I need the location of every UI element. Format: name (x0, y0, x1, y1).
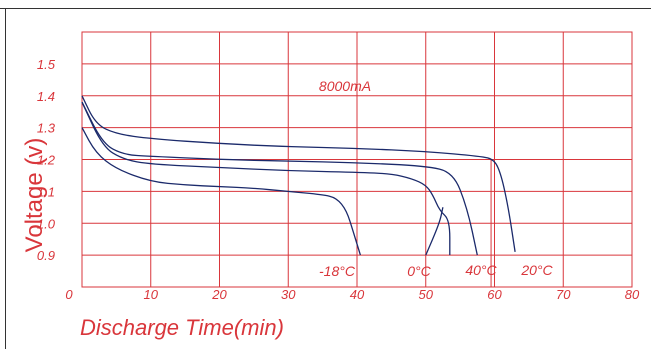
x-tick-label: 50 (419, 287, 434, 302)
x-tick-label: 80 (625, 287, 640, 302)
curves (81, 95, 516, 256)
y-tick-label: 1.3 (37, 121, 56, 136)
x-tick-label: 70 (556, 287, 571, 302)
x-tick-label: 0 (65, 287, 73, 302)
series-line (81, 101, 478, 256)
y-tick-label: 1.2 (37, 153, 56, 168)
series-label-20: 20°C (520, 262, 553, 278)
series-line (81, 95, 516, 252)
y-tick-label: 1.4 (37, 89, 55, 104)
x-tick-label: 60 (487, 287, 502, 302)
chart-text: 8000mA Voltage (v) Discharge Time(min) -… (21, 78, 554, 340)
series-line (81, 127, 362, 256)
x-axis-label: Discharge Time(min) (80, 315, 284, 340)
y-tick-label: 0.9 (37, 248, 55, 263)
y-tick-label: 1.5 (37, 57, 56, 72)
y-tick-label: 1.1 (37, 184, 55, 199)
series-line (425, 207, 444, 256)
x-tick-label: 30 (281, 287, 296, 302)
x-tick-label: 40 (350, 287, 365, 302)
series-label-minus18: -18°C (319, 263, 356, 279)
series-label-40: 40°C (465, 262, 497, 278)
y-axis-label: Voltage (v) (21, 138, 48, 253)
y-tick-label: 1.0 (37, 216, 56, 231)
series-line (81, 101, 451, 256)
x-tick-label: 10 (144, 287, 159, 302)
x-tick-label: 20 (211, 287, 227, 302)
current-annotation: 8000mA (319, 78, 371, 94)
series-label-0: 0°C (407, 263, 431, 279)
